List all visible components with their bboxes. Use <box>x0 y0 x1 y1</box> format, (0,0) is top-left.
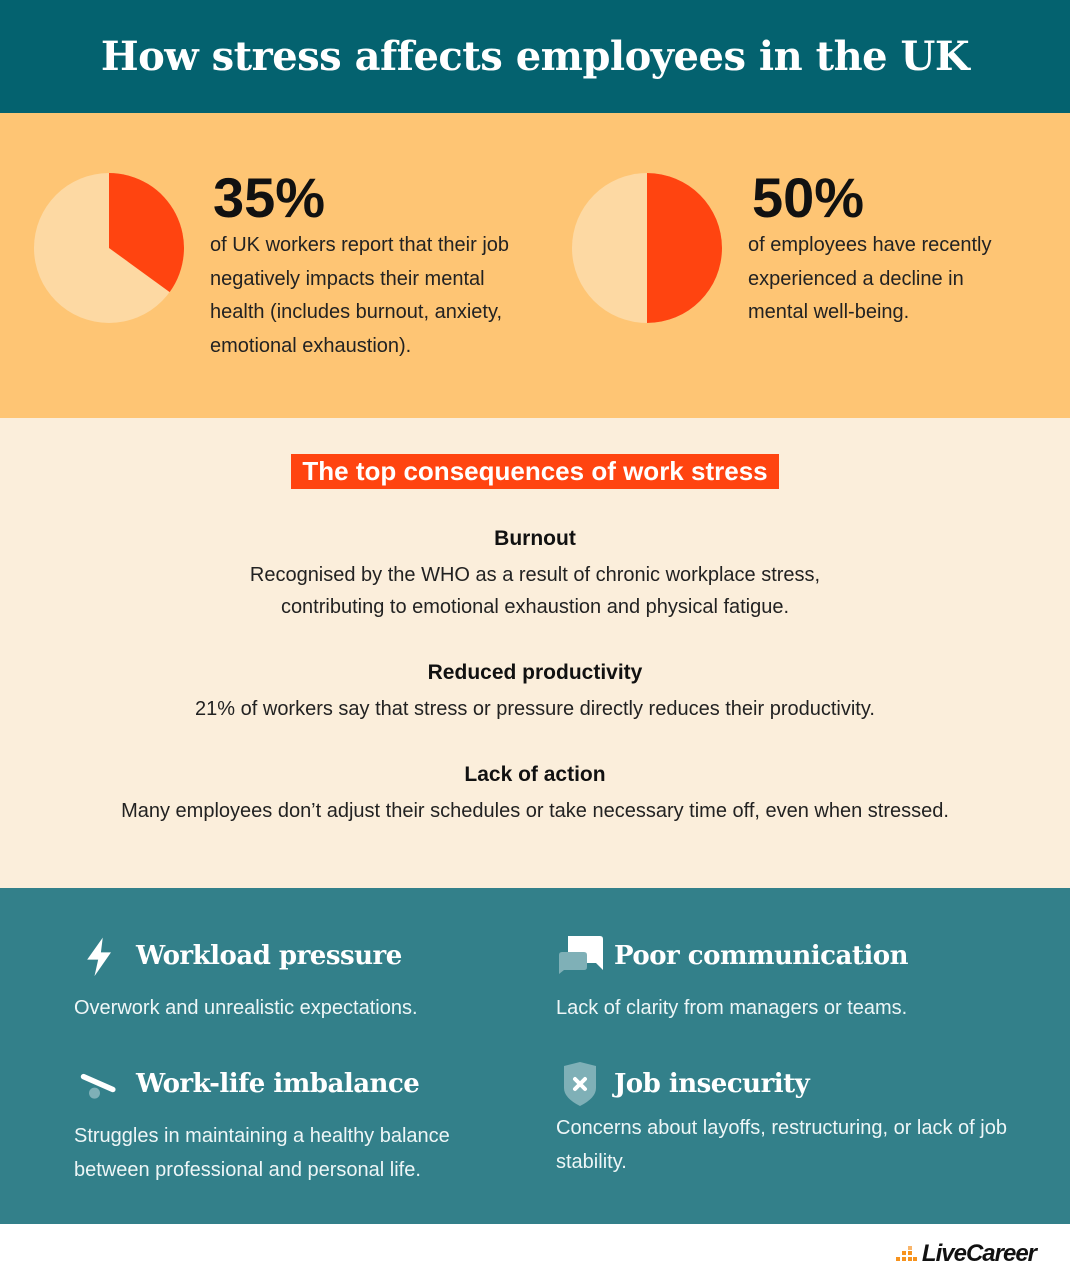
stat-text: of employees have recently experienced a… <box>748 234 992 323</box>
stat-value: 50% <box>752 166 865 229</box>
pie-slice <box>647 173 722 323</box>
consequence-text: 21% of workers say that stress or pressu… <box>195 698 875 720</box>
livecareer-logo: LiveCareer <box>895 1240 1037 1268</box>
pie-chart-50 <box>572 173 722 323</box>
stat-value: 35% <box>213 166 326 229</box>
factor-job-insecurity: Job insecurity Concerns about layoffs, r… <box>556 1060 1016 1179</box>
section-title: The top consequences of work stress <box>291 454 779 489</box>
stress-factors-section: Workload pressure Overwork and unrealist… <box>0 888 1070 1224</box>
consequences-section: The top consequences of work stress Burn… <box>0 418 1070 888</box>
pie-slice <box>109 173 184 293</box>
seesaw-icon <box>78 1060 126 1108</box>
stat-text: of UK workers report that their job nega… <box>210 234 510 357</box>
consequence-heading: Reduced productivity <box>427 661 643 684</box>
logo-text: LiveCareer <box>921 1240 1037 1267</box>
header: How stress affects employees in the UK <box>0 0 1070 113</box>
pie-chart-35 <box>34 173 184 323</box>
lightning-icon <box>78 932 126 980</box>
factor-title: Job insecurity <box>614 1069 810 1099</box>
chat-bubbles-icon <box>556 932 604 980</box>
consequence-productivity: Reduced productivity 21% of workers say … <box>85 661 985 725</box>
consequence-text: Many employees don’t adjust their schedu… <box>121 800 949 822</box>
factor-text: Struggles in maintaining a healthy balan… <box>74 1125 450 1181</box>
page-title: How stress affects employees in the UK <box>100 33 970 80</box>
shield-x-icon <box>556 1060 604 1108</box>
factor-text: Overwork and unrealistic expectations. <box>74 997 418 1019</box>
factor-title: Workload pressure <box>136 941 402 971</box>
consequence-heading: Lack of action <box>464 763 606 786</box>
consequence-lack-of-action: Lack of action Many employees don’t adju… <box>85 763 985 827</box>
consequence-heading: Burnout <box>494 527 576 550</box>
factor-communication: Poor communication Lack of clarity from … <box>556 932 1016 1026</box>
factor-work-life: Work-life imbalance Struggles in maintai… <box>74 1060 498 1187</box>
factor-text: Concerns about layoffs, restructuring, o… <box>556 1117 1007 1173</box>
logo-mark-icon <box>895 1246 917 1261</box>
consequence-burnout: Burnout Recognised by the WHO as a resul… <box>225 527 845 623</box>
factor-title: Poor communication <box>614 941 908 971</box>
factor-text: Lack of clarity from managers or teams. <box>556 997 908 1019</box>
factor-workload: Workload pressure Overwork and unrealist… <box>74 932 498 1026</box>
factor-title: Work-life imbalance <box>136 1069 420 1099</box>
stats-section: 35% of UK workers report that their job … <box>0 113 1070 418</box>
consequence-text: Recognised by the WHO as a result of chr… <box>249 564 821 618</box>
